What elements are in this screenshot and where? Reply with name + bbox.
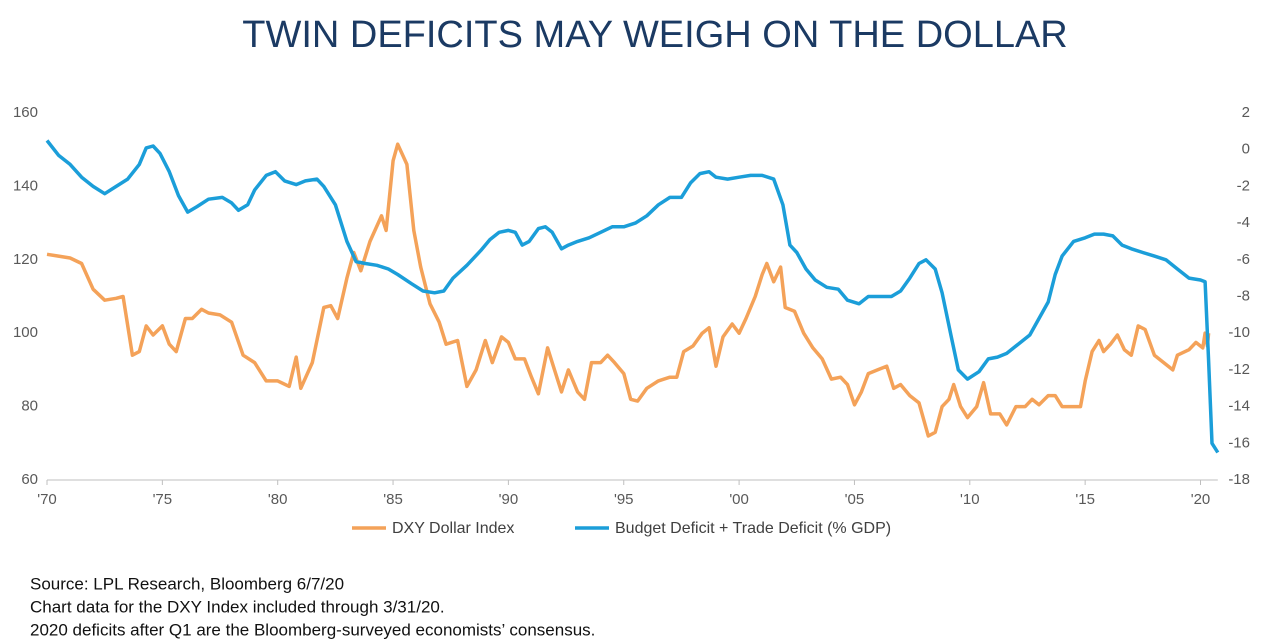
x-tick-label: '10 [960,491,980,508]
y2-tick-label: -8 [1237,287,1250,304]
y-tick-label: 160 [13,104,38,121]
y2-tick-label: -16 [1228,434,1250,451]
y-tick-label: 80 [21,398,38,415]
x-tick-label: '80 [268,491,288,508]
series-line [46,142,1211,438]
x-tick-label: '70 [37,491,57,508]
y2-tick-label: -12 [1228,361,1250,378]
y2-tick-label: -2 [1237,177,1250,194]
y2-tick-label: -10 [1228,324,1250,341]
source-note: Source: LPL Research, Bloomberg 6/7/20 [30,574,344,593]
y2-tick-label: 0 [1242,141,1250,158]
x-tick-label: '90 [499,491,519,508]
legend-label: DXY Dollar Index [392,520,514,537]
source-note: 2020 deficits after Q1 are the Bloomberg… [30,620,595,639]
y-tick-label: 60 [21,471,38,488]
x-tick-label: '20 [1191,491,1211,508]
x-tick-label: '85 [383,491,403,508]
y2-tick-label: -6 [1237,251,1250,268]
y2-tick-label: -4 [1237,214,1250,231]
y-tick-label: 140 [13,177,38,194]
x-tick-label: '00 [729,491,749,508]
y-tick-label: 120 [13,251,38,268]
chart-title: TWIN DEFICITS MAY WEIGH ON THE DOLLAR [242,14,1068,56]
y2-tick-label: -18 [1228,471,1250,488]
y-tick-label: 100 [13,324,38,341]
legend-label: Budget Deficit + Trade Deficit (% GDP) [615,520,891,537]
series-line [45,139,1220,454]
source-note: Chart data for the DXY Index included th… [30,597,445,616]
x-tick-label: '15 [1075,491,1095,508]
x-tick-label: '05 [845,491,865,508]
x-tick-label: '95 [614,491,634,508]
x-tick-label: '75 [153,491,173,508]
y2-tick-label: -14 [1228,398,1250,415]
y2-tick-label: 2 [1242,104,1250,121]
